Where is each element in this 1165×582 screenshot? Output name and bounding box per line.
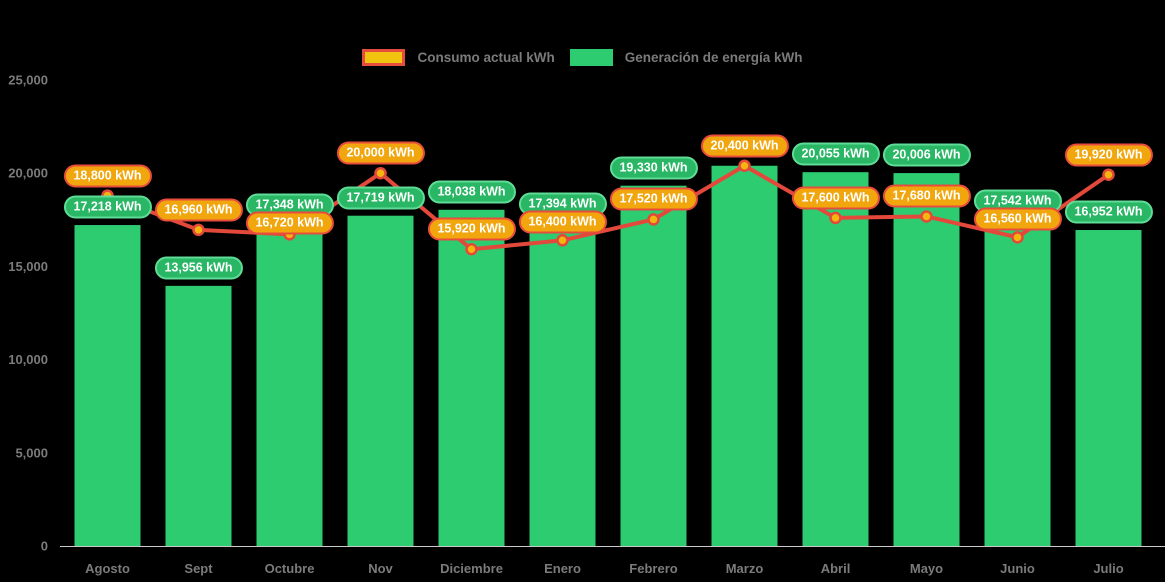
bar-marzo [711,165,778,546]
bar-sept [165,285,232,546]
consumption-point-diciembre [465,243,478,256]
y-axis-tick-25000: 25,000 [8,73,48,88]
consumption-point-sept [192,223,205,237]
generation-swatch-icon [569,49,613,66]
y-axis-tick-0: 0 [41,539,48,554]
chart-legend: Consumo actual kWh Generación de energía… [0,49,1165,66]
x-axis-label-marzo: Marzo [726,561,764,576]
x-axis-label-diciembre: Diciembre [440,561,503,576]
bar-diciembre [438,209,505,547]
consumption-point-agosto [101,189,114,202]
x-axis-label-nov: Nov [368,561,393,576]
bar-febrero [620,185,687,547]
consumption-point-nov [374,166,387,180]
y-axis-tick-20000: 20,000 [8,166,48,181]
consumption-point-mayo [920,210,933,223]
legend-label-generation: Generación de energía kWh [624,50,803,65]
bar-enero [529,221,596,547]
bar-nov [347,215,414,546]
y-axis-tick-5000: 5,000 [15,445,48,460]
legend-item-generation[interactable]: Generación de energía kWh [569,49,803,66]
bar-mayo [893,173,960,546]
x-axis-label-enero: Enero [544,561,581,576]
x-axis-label-febrero: Febrero [629,561,677,576]
y-axis-tick-10000: 10,000 [8,352,48,367]
consumption-point-marzo [738,159,751,172]
consumption-point-abril [829,211,842,225]
bar-octubre [256,222,323,546]
x-axis-label-junio: Junio [1000,561,1035,576]
consumption-point-febrero [647,213,660,226]
consumption-swatch-icon [362,49,406,66]
bar-abril [802,172,869,546]
legend-label-consumption: Consumo actual kWh [417,50,555,65]
bar-agosto [74,225,141,547]
consumption-point-octubre [283,228,296,241]
x-axis-label-sept: Sept [184,561,213,576]
x-axis-label-julio: Julio [1093,561,1123,576]
bar-julio [1075,230,1142,547]
bar-junio [984,219,1051,546]
consumption-point-enero [556,234,569,247]
x-axis-label-octubre: Octubre [265,561,315,576]
consumption-point-junio [1011,231,1024,244]
x-axis-label-abril: Abril [821,561,851,576]
x-axis-label-agosto: Agosto [85,561,130,576]
x-axis-label-mayo: Mayo [910,561,943,576]
legend-item-consumption[interactable]: Consumo actual kWh [362,49,555,66]
consumption-point-julio [1102,168,1115,181]
y-axis-tick-15000: 15,000 [8,259,48,274]
